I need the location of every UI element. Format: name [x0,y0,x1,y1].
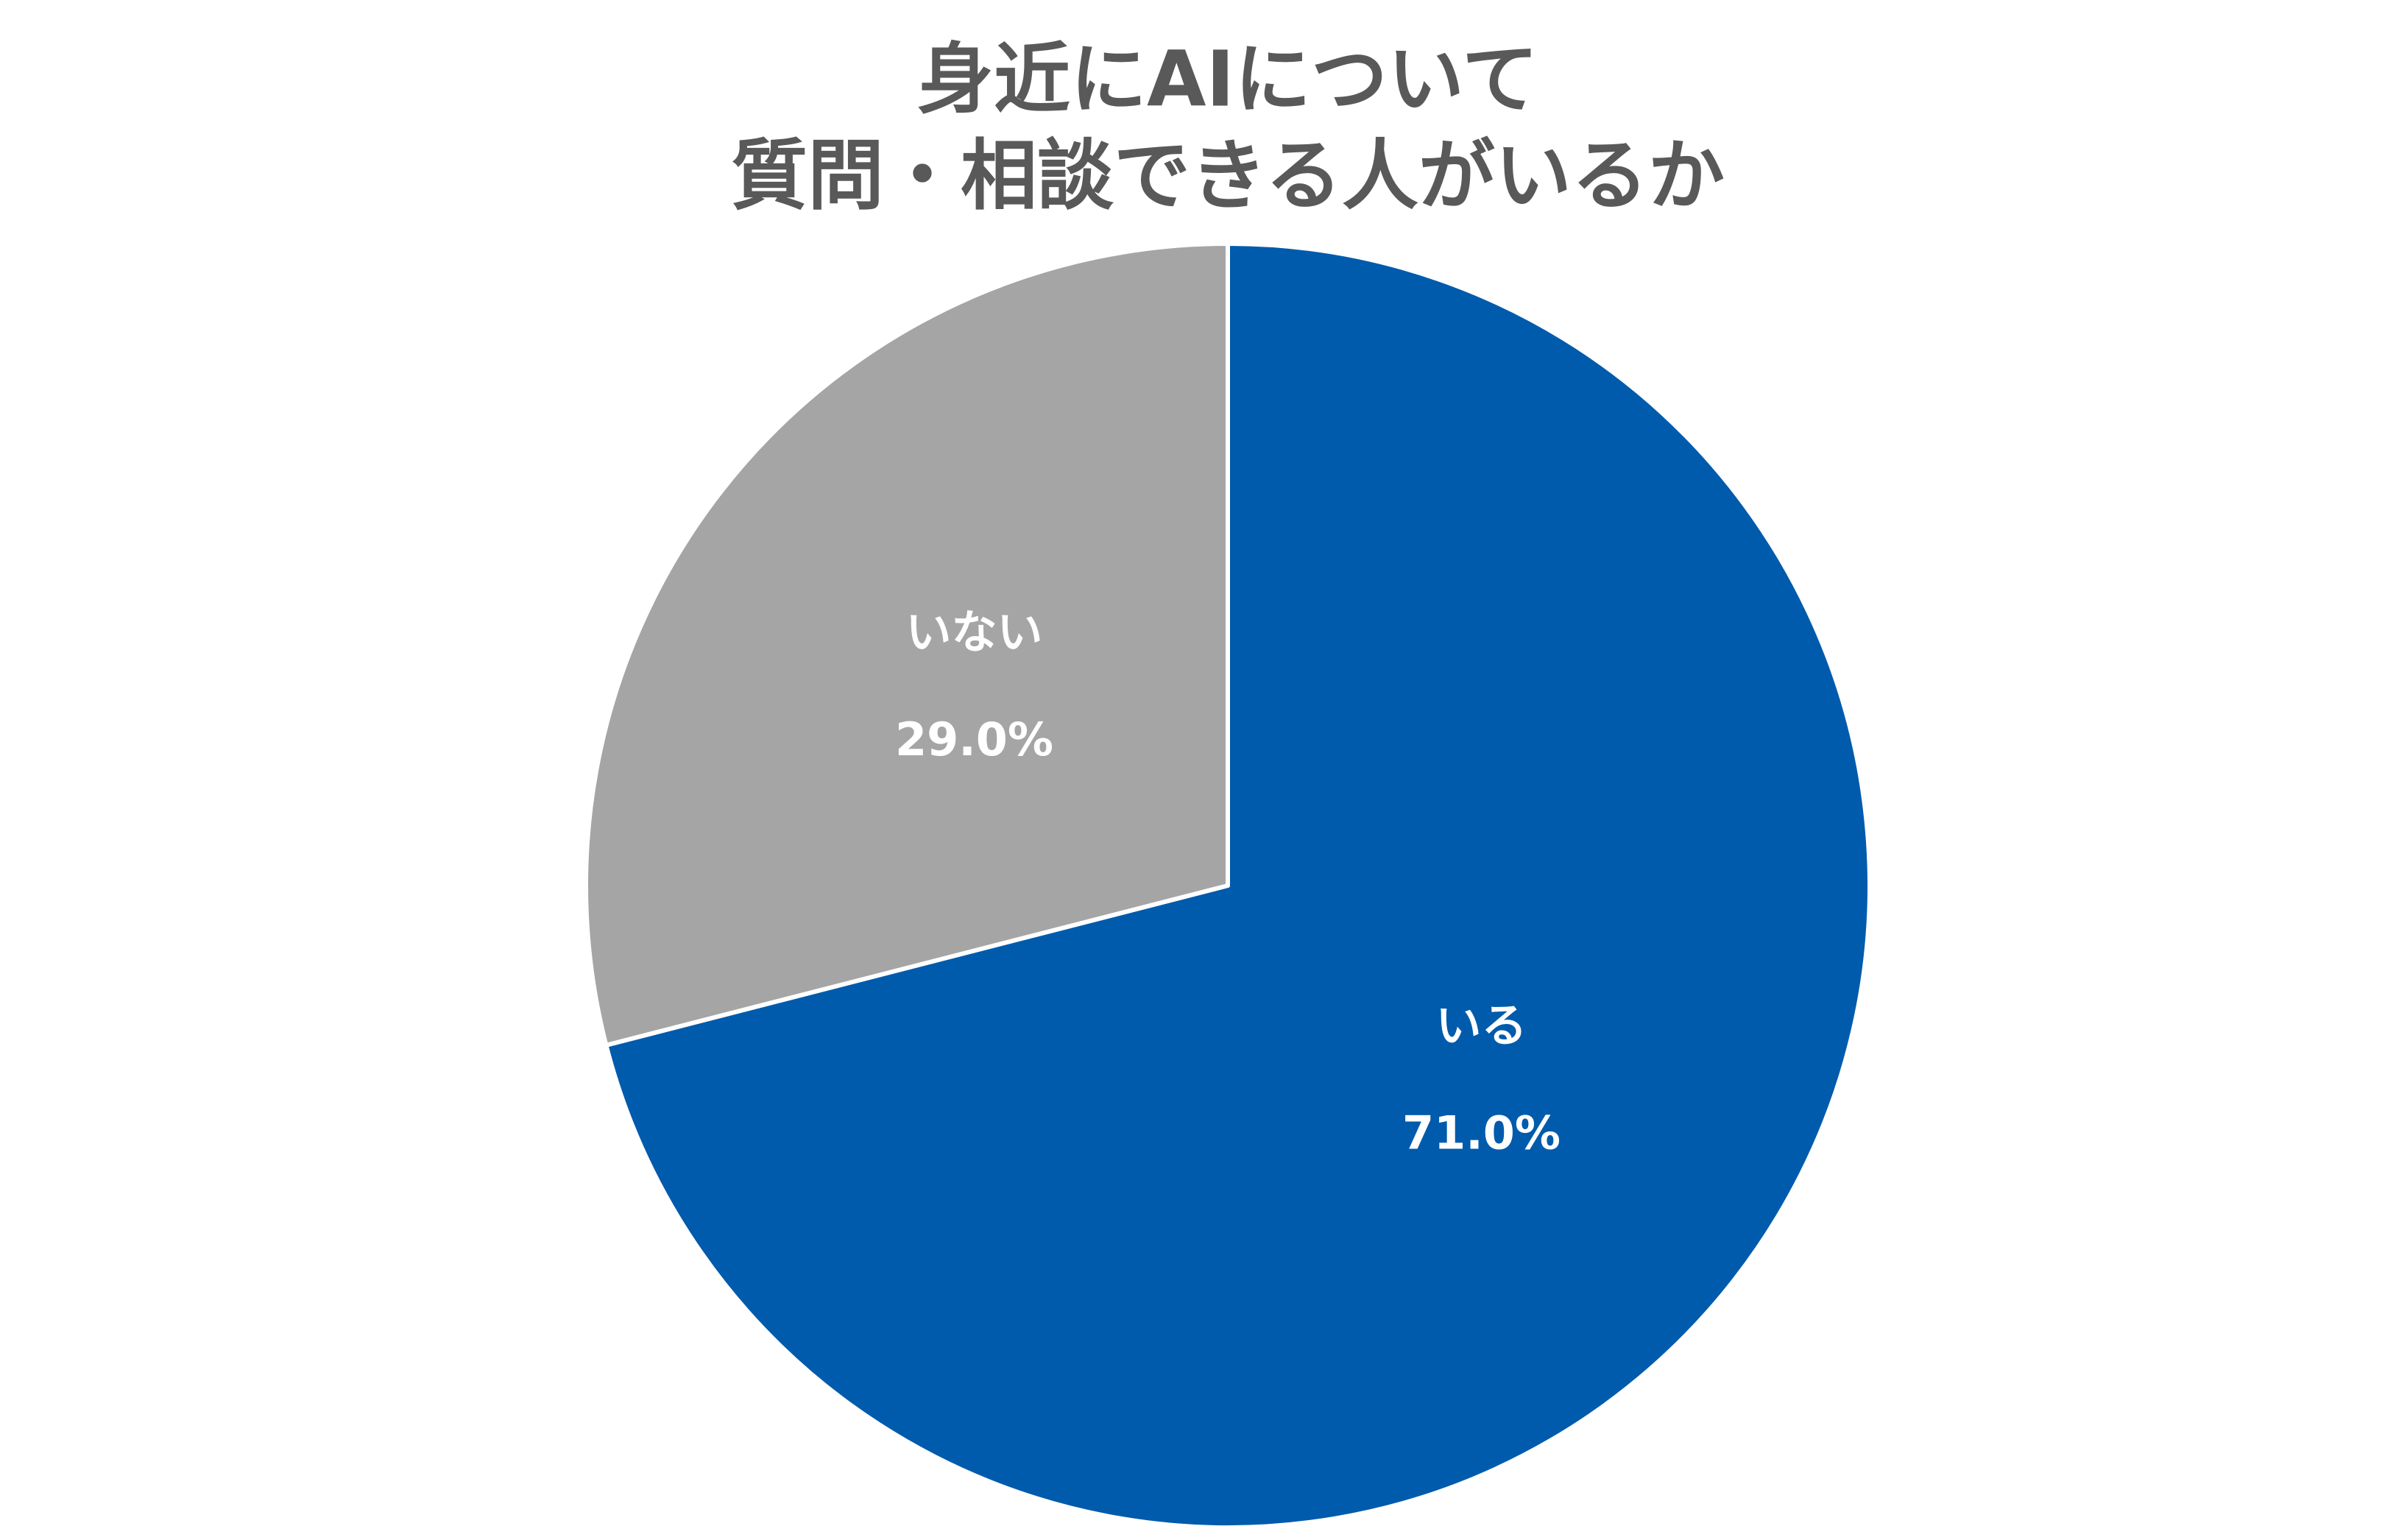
chart-title: 質問・相談できる人がいるか [731,130,1725,220]
slice-label: いない [905,605,1042,659]
value-label: 29.0% [895,713,1053,766]
chart-title: 身近にAIについて [917,34,1538,124]
slice-label: いる [1435,998,1527,1052]
pie-slice [584,241,1230,1048]
pie-slice [604,241,1872,1530]
value-label: 71.0% [1402,1106,1561,1159]
